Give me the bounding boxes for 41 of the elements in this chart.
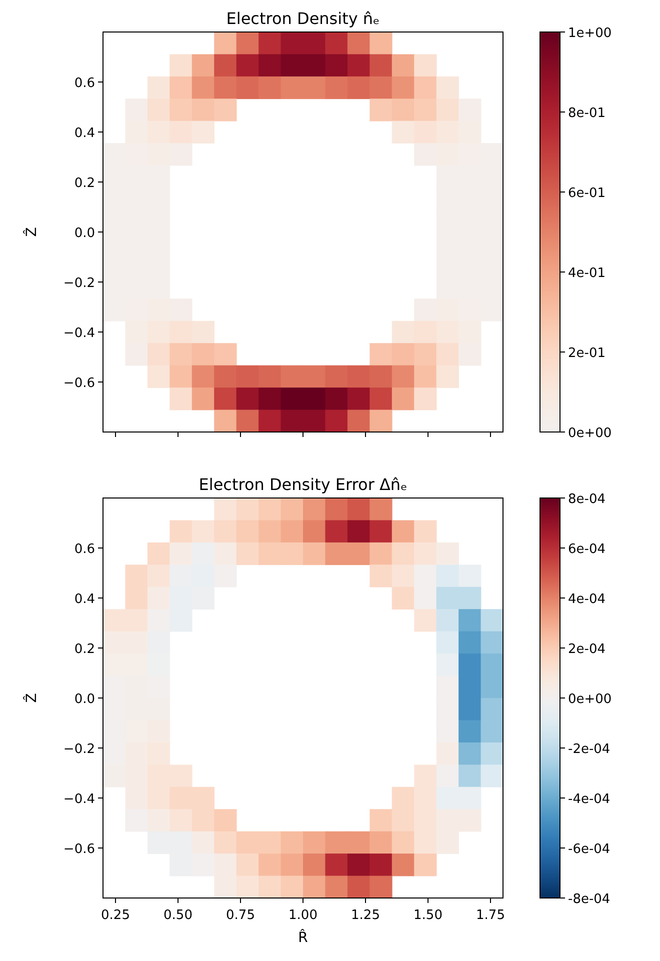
x-tick-label: 0.50 (164, 908, 192, 923)
color-bar-label: -4e-04 (568, 792, 610, 807)
y-tick-label: −0.4 (63, 792, 95, 807)
x-tick-label: 0.75 (226, 908, 255, 923)
color-bar-label: 2e-01 (568, 346, 606, 361)
y-tick-label: 0.6 (74, 542, 95, 557)
y-tick-label: 0.0 (74, 692, 95, 707)
color-bar-label: 6e-01 (568, 186, 606, 201)
x-tick-label: 1.25 (351, 908, 380, 923)
y-tick-label: 0.4 (74, 592, 95, 607)
y-tick-label: −0.2 (63, 742, 95, 757)
y-tick-label: 0.4 (74, 126, 95, 141)
y-tick-label: 0.2 (74, 176, 95, 191)
color-bar-label: 0e+00 (568, 692, 612, 707)
color-bar-label: 4e-04 (568, 592, 606, 607)
color-bar-label: -8e-04 (568, 892, 610, 907)
x-tick-label: 1.00 (288, 908, 318, 923)
y-tick-label: −0.6 (63, 842, 95, 857)
y-tick-label: −0.4 (63, 326, 95, 341)
y-axis-title: Ẑ (23, 227, 40, 237)
color-bar-label: 8e-01 (568, 106, 606, 121)
color-bar-label: -6e-04 (568, 842, 610, 857)
chart-title: Electron Density Error Δn̂ₑ (198, 475, 408, 494)
y-tick-label: 0.2 (74, 642, 95, 657)
color-bar-label: -2e-04 (568, 742, 610, 757)
x-tick-label: 1.50 (414, 908, 442, 923)
color-bar-label: 8e-04 (568, 492, 606, 507)
x-tick-label: 0.25 (101, 908, 130, 923)
chart-title: Electron Density n̂ₑ (226, 9, 380, 28)
color-bar-label: 1e+00 (568, 26, 612, 41)
x-axis-title: R̂ (298, 928, 308, 946)
x-tick-label: 1.75 (476, 908, 505, 923)
y-tick-label: 0.6 (74, 76, 95, 91)
color-bar-label: 4e-01 (568, 266, 606, 281)
y-tick-label: 0.0 (74, 226, 95, 241)
y-tick-label: −0.6 (63, 376, 95, 391)
color-bar-label: 0e+00 (568, 426, 612, 441)
y-axis-title: Ẑ (23, 693, 40, 703)
color-bar-label: 2e-04 (568, 642, 606, 657)
y-tick-label: −0.2 (63, 276, 95, 291)
color-bar-label: 6e-04 (568, 542, 606, 557)
